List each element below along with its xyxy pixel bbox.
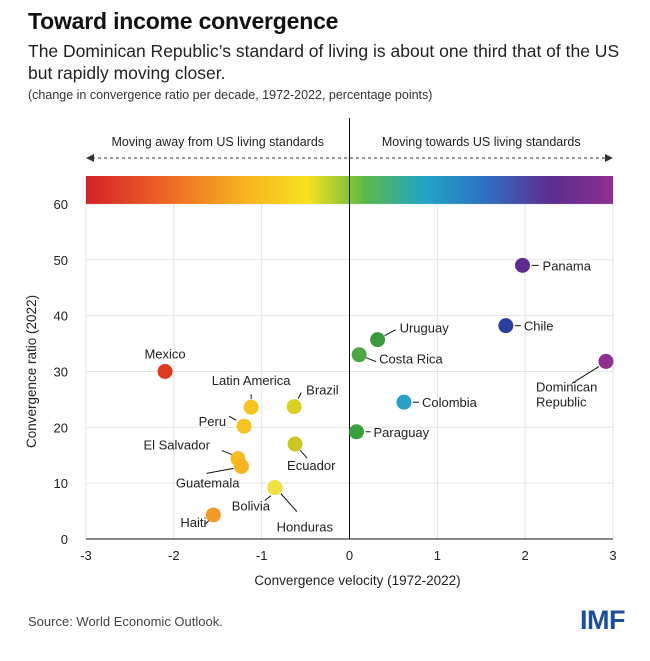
point-haiti [205,507,221,523]
leader-line-dominican-republic [571,365,600,384]
leader-line-ecuador [299,449,308,459]
y-axis-title: Convergence ratio (2022) [24,295,39,448]
direction-right-label: Moving towards US living standards [382,135,581,149]
point-chile [498,318,514,334]
point-uruguay [370,332,386,348]
chart-subtitle: The Dominican Republic’s standard of liv… [28,41,620,83]
point-label-colombia: Colombia [422,395,478,410]
y-tick-label: 30 [54,364,68,379]
x-tick-label: 2 [522,548,529,563]
point-ecuador [287,436,303,452]
point-label-honduras: Honduras [277,520,334,535]
x-tick-label: 3 [609,548,616,563]
leader-line-uruguay [384,329,396,337]
point-label-costa-rica: Costa Rica [379,352,443,367]
scatter-chart: Moving away from US living standards Movi… [24,118,617,588]
leader-line-peru [228,415,237,421]
chart-note: (change in convergence ratio per decade,… [28,88,433,102]
point-mexico [157,363,173,379]
leader-line-costa-rica [365,357,377,363]
point-label-el-salvador: El Salvador [143,438,210,453]
leader-line-honduras [280,493,298,512]
point-label-ecuador: Ecuador [287,458,336,473]
chart-title: Toward income convergence [28,8,339,34]
point-honduras [267,480,283,496]
x-tick-label: 1 [434,548,441,563]
point-latin-america [243,399,259,415]
point-peru [236,418,252,434]
y-tick-label: 40 [54,309,68,324]
leader-line-bolivia [264,495,272,502]
point-colombia [396,394,412,410]
y-tick-label: 10 [54,476,68,491]
point-label-paraguay: Paraguay [374,425,430,440]
point-label-peru: Peru [199,414,226,429]
source-note: Source: World Economic Outlook. [28,614,223,629]
y-tick-label: 50 [54,253,68,268]
x-tick-label: -2 [168,548,180,563]
point-label-mexico: Mexico [144,346,185,361]
x-tick-label: -3 [80,548,92,563]
point-label-uruguay: Uruguay [400,321,450,336]
imf-logo: IMF [580,605,626,635]
leader-line-el-salvador [221,450,233,456]
point-panama [515,257,531,273]
arrow-right-icon [605,154,613,162]
point-label-panama: Panama [543,258,592,273]
point-label-chile: Chile [524,319,554,334]
x-axis-title: Convergence velocity (1972-2022) [254,573,460,588]
arrow-left-icon [86,154,94,162]
y-tick-label: 20 [54,420,68,435]
point-label-brazil: Brazil [306,383,339,398]
point-paraguay [349,424,365,440]
point-label-guatemala: Guatemala [176,475,240,490]
direction-left-label: Moving away from US living standards [111,135,324,149]
point-label-latin-america: Latin America [212,373,292,388]
y-tick-label: 0 [61,532,68,547]
point-label-haiti: Haiti [180,515,206,530]
leader-line-brazil [297,392,302,399]
leader-line-guatemala [206,467,234,474]
y-tick-label: 60 [54,197,68,212]
x-tick-label: -1 [256,548,268,563]
point-costa-rica [351,347,367,363]
point-label-bolivia: Bolivia [232,499,271,514]
point-label-dominican-republic: Dominican Republic [536,379,597,409]
x-tick-label: 0 [346,548,353,563]
point-guatemala [233,458,249,474]
point-dominican-republic [598,353,614,369]
point-brazil [286,399,302,415]
